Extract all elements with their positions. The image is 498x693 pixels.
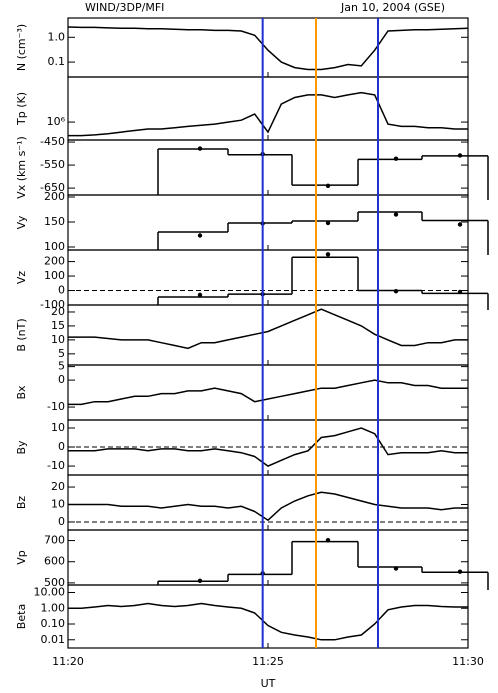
y-tick-label: 20 <box>51 305 65 318</box>
y-tick-label: 500 <box>44 576 65 589</box>
y-tick-label: 700 <box>44 534 65 547</box>
y-axis-label: N (cm⁻³) <box>15 24 28 71</box>
y-tick-label: 200 <box>44 190 65 203</box>
y-axis-label: Tp (K) <box>15 92 28 126</box>
data-point <box>197 578 203 583</box>
y-tick-label: -10 <box>47 400 65 413</box>
y-tick-label: 0 <box>58 373 65 386</box>
y-tick-label: 150 <box>44 215 65 228</box>
y-axis-label: Bz <box>15 496 28 510</box>
y-tick-label: 0 <box>58 284 65 297</box>
y-tick-label: 1.0 <box>48 30 66 43</box>
y-tick-label: -100 <box>40 298 65 311</box>
y-tick-label: 20 <box>51 480 65 493</box>
y-axis-label: Vz <box>15 271 28 285</box>
data-point <box>197 146 203 151</box>
y-tick-label: 0.01 <box>41 633 66 646</box>
y-tick-label: 10.00 <box>34 586 66 599</box>
y-tick-label: 5 <box>58 360 65 373</box>
y-tick-label: 1.00 <box>41 601 66 614</box>
data-point <box>325 220 331 226</box>
y-tick-label: -10 <box>47 459 65 472</box>
y-axis-label: Vy <box>15 215 28 229</box>
y-tick-label: 100 <box>44 240 65 253</box>
x-axis-label: UT <box>261 677 276 690</box>
panel-frame <box>67 304 469 366</box>
x-tick-label: 11:20 <box>52 655 84 668</box>
panel-frame <box>67 139 469 196</box>
data-point <box>325 537 331 543</box>
y-tick-label: -450 <box>40 135 65 148</box>
y-axis-label: By <box>15 440 28 455</box>
y-tick-label: -550 <box>40 158 65 171</box>
data-point <box>197 233 203 238</box>
x-tick-label: 11:25 <box>252 655 284 668</box>
data-point <box>197 292 203 298</box>
data-point <box>457 569 463 574</box>
x-tick-label: 11:30 <box>452 655 484 668</box>
data-line <box>68 491 468 522</box>
panel-frame <box>67 364 469 421</box>
data-line <box>68 379 468 406</box>
panel-frame <box>67 249 469 306</box>
panel-frame <box>67 17 469 78</box>
y-tick-label: 15 <box>51 319 65 332</box>
y-tick-label: 10 <box>51 333 65 346</box>
data-point <box>325 183 331 188</box>
panel-frame <box>67 584 469 649</box>
y-tick-label: 0.1 <box>48 55 66 68</box>
data-point <box>457 289 463 295</box>
y-axis-label: Vp <box>15 550 28 565</box>
y-tick-label: 0.10 <box>41 617 66 630</box>
data-point <box>457 222 463 227</box>
y-tick-label: 10⁶ <box>47 115 66 128</box>
y-axis-label: Beta <box>15 604 28 629</box>
data-point <box>393 156 399 161</box>
y-axis-label: B (nT) <box>15 318 28 351</box>
data-point <box>393 212 399 217</box>
data-point <box>393 566 399 571</box>
data-line <box>68 427 468 467</box>
y-tick-label: 200 <box>44 255 65 268</box>
panel-frame <box>67 529 469 586</box>
y-tick-label: 600 <box>44 555 65 568</box>
y-tick-label: 5 <box>58 347 65 360</box>
y-axis-label: Vx (km s⁻¹) <box>15 136 28 199</box>
y-tick-label: 100 <box>44 269 65 282</box>
instrument-title: WIND/3DP/MFI <box>85 1 164 14</box>
y-tick-label: 0 <box>58 440 65 453</box>
data-point <box>325 252 331 257</box>
y-tick-label: 10 <box>51 498 65 511</box>
data-line <box>68 602 468 641</box>
y-axis-label: Bx <box>15 385 28 400</box>
data-line <box>68 91 468 137</box>
y-tick-label: -650 <box>40 181 65 194</box>
data-line <box>67 26 469 71</box>
data-point <box>457 153 463 158</box>
data-point <box>393 289 399 294</box>
data-line <box>68 308 468 350</box>
y-tick-label: 0 <box>58 515 65 528</box>
y-tick-label: 10 <box>51 421 65 434</box>
date-title: Jan 10, 2004 (GSE) <box>340 1 445 14</box>
